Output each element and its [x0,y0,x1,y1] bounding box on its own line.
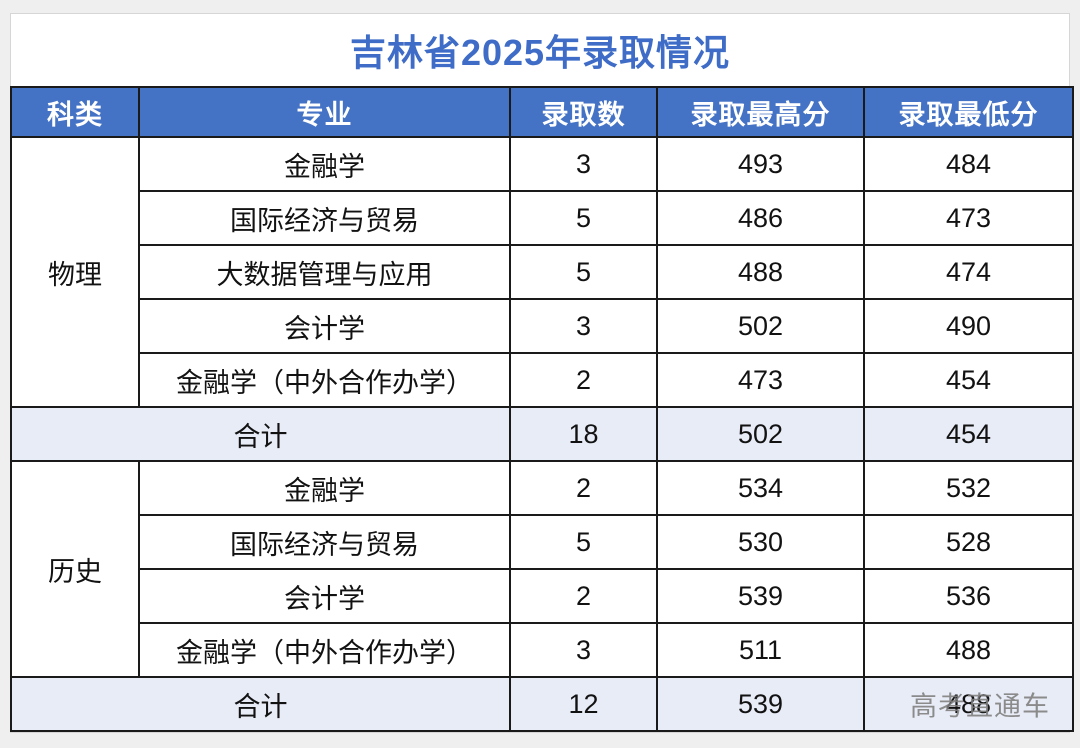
cell-count: 5 [509,244,658,300]
cell-max-score: 539 [656,568,865,624]
cell-min-score: 488 [863,622,1074,678]
category-cell-physics: 物理 [10,136,140,408]
cell-min-score: 536 [863,568,1074,624]
table-row: 金融学（中外合作办学） 2 473 454 [11,352,1074,408]
table-row: 会计学 2 539 536 [11,568,1074,624]
table-row: 国际经济与贸易 5 486 473 [11,190,1074,246]
total-label-cell: 合计 [10,676,511,732]
cell-major: 金融学（中外合作办学） [138,352,511,408]
cell-count: 5 [509,190,658,246]
cell-count: 5 [509,514,658,570]
cell-count: 3 [509,136,658,192]
cell-max-score: 493 [656,136,865,192]
header-count: 录取数 [509,86,658,138]
total-count: 12 [509,676,658,732]
cell-major: 国际经济与贸易 [138,514,511,570]
cell-count: 3 [509,622,658,678]
cell-max-score: 502 [656,298,865,354]
cell-min-score: 532 [863,460,1074,516]
cell-min-score: 473 [863,190,1074,246]
cell-major: 大数据管理与应用 [138,244,511,300]
cell-min-score: 454 [863,352,1074,408]
category-cell-history: 历史 [10,460,140,678]
table-row: 物理 金融学 3 493 484 [10,136,1074,408]
total-label-cell: 合计 [10,406,511,462]
cell-major: 国际经济与贸易 [138,190,511,246]
total-min-score: 488 [945,688,992,719]
total-min-score: 454 [863,406,1074,462]
header-row: 科类 专业 录取数 录取最高分 录取最低分 [10,86,1074,138]
cell-min-score: 490 [863,298,1074,354]
total-row-physics: 合计 18 502 454 [10,406,1074,462]
cell-major: 金融学 [138,136,511,192]
cell-max-score: 511 [656,622,865,678]
cell-min-score: 474 [863,244,1074,300]
total-row-history: 合计 12 539 488 高考直通车 [10,676,1074,732]
cell-major: 会计学 [138,298,511,354]
cell-min-score: 484 [863,136,1074,192]
header-max-score: 录取最高分 [656,86,865,138]
cell-max-score: 534 [656,460,865,516]
header-category: 科类 [10,86,140,138]
page-title: 吉林省2025年录取情况 [349,32,731,73]
cell-max-score: 473 [656,352,865,408]
cell-major: 金融学（中外合作办学） [138,622,511,678]
results-card: 吉林省2025年录取情况 科类 专业 录取数 录取最高分 录取最低分 物理 金融… [10,13,1074,733]
cell-count: 2 [509,352,658,408]
cell-count: 3 [509,298,658,354]
cell-count: 2 [509,568,658,624]
cell-major: 金融学 [138,460,511,516]
total-max-score: 539 [656,676,865,732]
header-major: 专业 [138,86,511,138]
cell-max-score: 486 [656,190,865,246]
table-row: 金融学（中外合作办学） 3 511 488 [11,622,1074,678]
cell-count: 2 [509,460,658,516]
title-bar: 吉林省2025年录取情况 [11,14,1069,86]
table-row: 国际经济与贸易 5 530 528 [11,514,1074,570]
total-max-score: 502 [656,406,865,462]
cell-max-score: 530 [656,514,865,570]
table-row: 会计学 3 502 490 [11,298,1074,354]
admissions-table: 科类 专业 录取数 录取最高分 录取最低分 物理 金融学 3 493 484 国… [10,86,1074,732]
cell-min-score: 528 [863,514,1074,570]
total-count: 18 [509,406,658,462]
header-min-score: 录取最低分 [863,86,1074,138]
cell-major: 会计学 [138,568,511,624]
table-row: 历史 金融学 2 534 532 [10,460,1074,678]
cell-max-score: 488 [656,244,865,300]
total-min-score-cell: 488 高考直通车 [863,676,1074,732]
table-row: 大数据管理与应用 5 488 474 [11,244,1074,300]
